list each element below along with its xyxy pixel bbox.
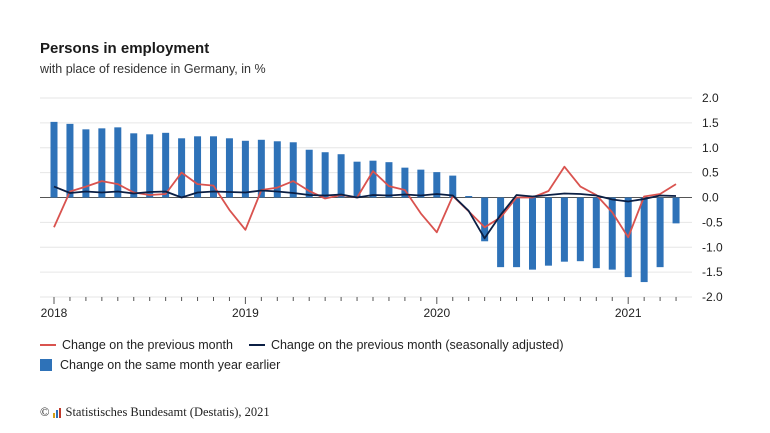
y-axis: 2.0 1.5 1.0 0.5 0.0 -0.5 -1.0 -1.5 -2.0 [702, 91, 723, 304]
chart-title: Persons in employment [40, 40, 210, 57]
source-text: Statistisches Bundesamt (Destatis), 2021 [65, 405, 270, 419]
y-tick-label: -1.5 [702, 265, 723, 279]
y-tick-label: 2.0 [702, 91, 719, 105]
destatis-logo-icon [52, 407, 62, 418]
x-tick-label: 2019 [232, 306, 259, 320]
bar [640, 197, 648, 283]
bar [449, 175, 457, 198]
bar [114, 127, 122, 198]
y-tick-label: 0.5 [702, 166, 719, 180]
bar-series [50, 121, 680, 283]
bar [178, 138, 186, 198]
bar [241, 140, 249, 198]
bar [481, 197, 489, 242]
bar [592, 197, 600, 269]
bar [560, 197, 568, 262]
legend-item-prev-month-sa: Change on the previous month (seasonally… [248, 338, 564, 352]
bar [672, 197, 680, 224]
bar [529, 197, 536, 270]
x-tick-label: 2020 [423, 306, 450, 320]
bar [82, 129, 90, 198]
source-footer: © Statistisches Bundesamt (Destatis), 20… [40, 405, 270, 420]
legend-label-prev-month: Change on the previous month [62, 338, 233, 352]
y-tick-label: 1.0 [702, 141, 719, 155]
bar [544, 197, 552, 266]
legend-label-year-earlier: Change on the same month year earlier [60, 358, 281, 372]
bar [353, 161, 361, 198]
bar [576, 197, 584, 262]
chart-subtitle: with place of residence in Germany, in % [40, 62, 266, 76]
y-tick-label: -2.0 [702, 290, 723, 304]
bar [162, 132, 170, 198]
bar [98, 128, 106, 198]
bar [273, 141, 281, 198]
line-series [53, 165, 677, 240]
legend: Change on the previous month Change on t… [40, 335, 580, 375]
bar [433, 172, 441, 198]
bar [257, 139, 265, 198]
y-tick-label: -0.5 [702, 215, 723, 229]
line-prev-month-sa [53, 185, 677, 240]
bar [289, 142, 297, 198]
bar [225, 138, 233, 198]
bar [465, 196, 473, 198]
copyright-symbol: © [40, 405, 50, 419]
legend-swatch-blue-box [40, 359, 52, 371]
legend-swatch-red-line [40, 344, 56, 346]
bar [194, 136, 202, 198]
chart: 2.0 1.5 1.0 0.5 0.0 -0.5 -1.0 -1.5 -2.0 2018 2019… [40, 91, 723, 320]
bar [305, 149, 313, 198]
x-axis: 2018 2019 2020 2021 [41, 297, 677, 320]
y-tick-label: 1.5 [702, 116, 719, 130]
x-tick-label: 2021 [615, 306, 642, 320]
bar [210, 136, 217, 198]
legend-swatch-dark-line [248, 344, 265, 346]
legend-label-prev-month-sa: Change on the previous month (seasonally… [270, 338, 564, 352]
y-tick-label: -1.0 [702, 240, 723, 254]
legend-item-prev-month: Change on the previous month [40, 338, 233, 352]
bar [401, 167, 409, 198]
y-tick-label: 0.0 [702, 191, 719, 205]
bar [656, 197, 664, 268]
bar [50, 121, 58, 198]
bar [497, 197, 505, 268]
bar [337, 154, 345, 198]
bar [385, 162, 393, 198]
line-prev-month [53, 165, 677, 239]
legend-item-year-earlier: Change on the same month year earlier [40, 358, 280, 372]
bar [66, 123, 74, 198]
bar [146, 134, 154, 198]
bar [369, 160, 377, 198]
x-tick-label: 2018 [41, 306, 68, 320]
bar [608, 197, 616, 270]
bar [321, 152, 329, 198]
bar [417, 169, 425, 198]
bar [513, 197, 521, 268]
bar [130, 133, 138, 198]
